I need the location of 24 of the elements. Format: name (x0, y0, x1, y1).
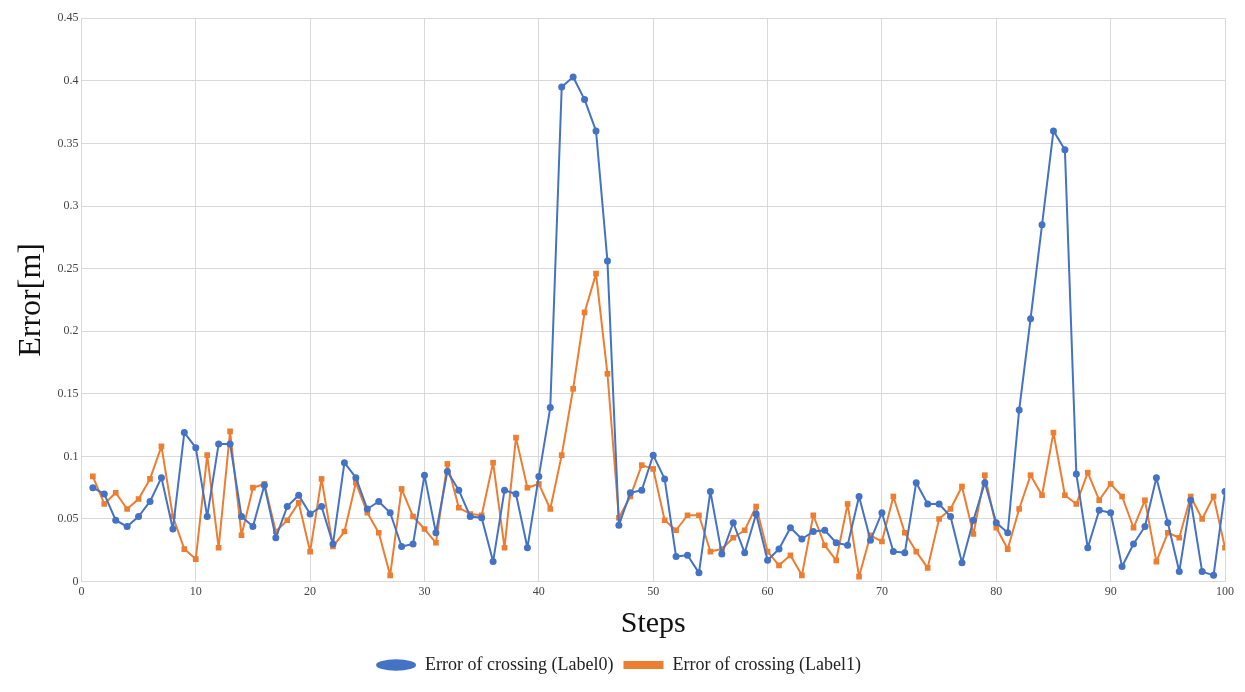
y-tick-label: 0.4 (63, 72, 79, 87)
x-tick-label: 30 (418, 583, 431, 598)
y-tick-label: 0.25 (57, 260, 79, 275)
y-tick-label: 0.3 (63, 198, 79, 213)
x-axis-title: Steps (620, 604, 686, 638)
y-tick-label: 0.15 (57, 385, 79, 400)
y-axis-title: Error[m] (10, 243, 47, 357)
y-tick-label: 0.2 (63, 323, 79, 338)
x-tick-label: 60 (761, 583, 774, 598)
x-tick-label: 90 (1104, 583, 1117, 598)
x-tick-label: 50 (647, 583, 660, 598)
x-tick-label: 80 (990, 583, 1003, 598)
y-tick-label: 0 (72, 573, 79, 588)
x-tick-label: 10 (189, 583, 202, 598)
x-tick-label: 100 (1216, 583, 1234, 598)
legend-label: Error of crossing (Label0) (425, 653, 614, 675)
x-tick-label: 70 (875, 583, 888, 598)
legend-label: Error of crossing (Label1) (672, 653, 861, 675)
x-tick-label: 20 (304, 583, 317, 598)
y-tick-label: 0.35 (57, 135, 79, 150)
y-tick-label: 0.1 (63, 448, 79, 463)
y-tick-label: 0.45 (57, 10, 79, 25)
y-tick-label: 0.05 (57, 511, 79, 526)
x-tick-label: 40 (532, 583, 545, 598)
